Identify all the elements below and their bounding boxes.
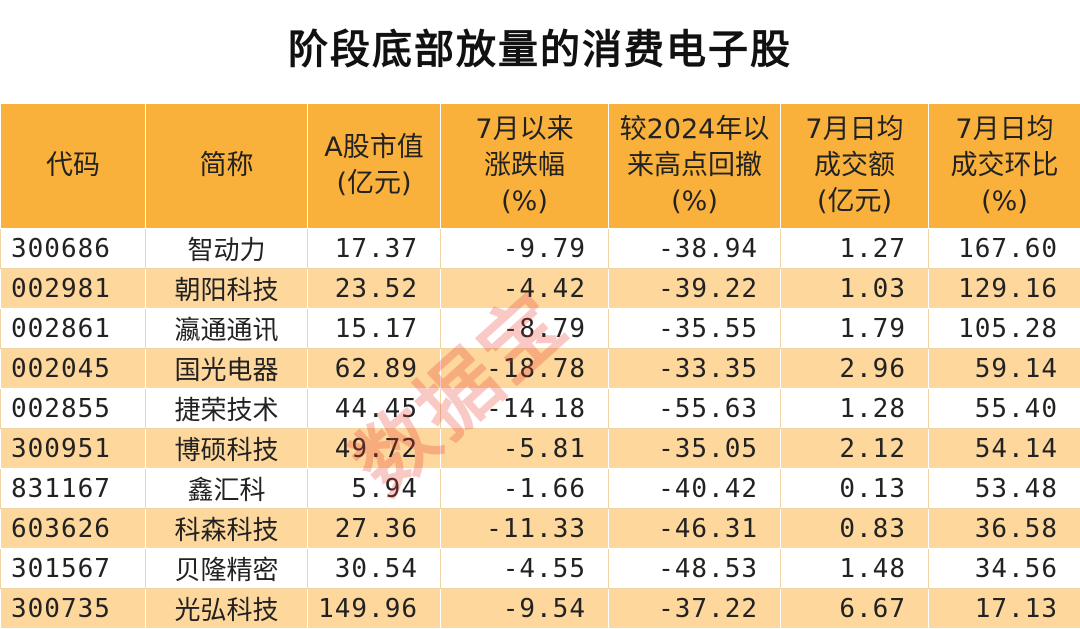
table-cell: 62.89	[308, 349, 441, 389]
table-cell: 科森科技	[146, 509, 308, 549]
table-cell: -11.33	[441, 509, 609, 549]
table-cell: -9.79	[441, 229, 609, 269]
table-cell: -39.22	[609, 269, 781, 309]
table-cell: 002045	[1, 349, 146, 389]
table-cell: 智动力	[146, 229, 308, 269]
table-cell: 瀛通通讯	[146, 309, 308, 349]
table-cell: -48.53	[609, 549, 781, 589]
table-cell: 831167	[1, 469, 146, 509]
table-cell: -35.05	[609, 429, 781, 469]
table-cell: 27.36	[308, 509, 441, 549]
column-header: 7月日均 成交环比 (%)	[929, 104, 1080, 229]
table-cell: 0.13	[781, 469, 929, 509]
table-cell: -37.22	[609, 589, 781, 629]
table-cell: 1.79	[781, 309, 929, 349]
column-header: 7月以来 涨跌幅 (%)	[441, 104, 609, 229]
table-cell: 301567	[1, 549, 146, 589]
table-cell: 36.58	[929, 509, 1080, 549]
table-cell: 149.96	[308, 589, 441, 629]
column-header: 较2024年以 来高点回撤 (%)	[609, 104, 781, 229]
table-cell: 1.48	[781, 549, 929, 589]
table-cell: -46.31	[609, 509, 781, 549]
table-cell: 002855	[1, 389, 146, 429]
table-cell: 1.27	[781, 229, 929, 269]
table-cell: 光弘科技	[146, 589, 308, 629]
table-cell: 167.60	[929, 229, 1080, 269]
table-cell: 贝隆精密	[146, 549, 308, 589]
column-header: A股市值 (亿元)	[308, 104, 441, 229]
table-cell: 002861	[1, 309, 146, 349]
table-cell: 23.52	[308, 269, 441, 309]
table-cell: 30.54	[308, 549, 441, 589]
title: 阶段底部放量的消费电子股	[0, 0, 1080, 103]
table-cell: 朝阳科技	[146, 269, 308, 309]
table-cell: -33.35	[609, 349, 781, 389]
table-cell: 300735	[1, 589, 146, 629]
table-cell: 博硕科技	[146, 429, 308, 469]
table-cell: 鑫汇科	[146, 469, 308, 509]
table-cell: -1.66	[441, 469, 609, 509]
table-cell: 129.16	[929, 269, 1080, 309]
column-header: 7月日均 成交额 (亿元)	[781, 104, 929, 229]
table-cell: 002981	[1, 269, 146, 309]
table-cell: 49.72	[308, 429, 441, 469]
column-header: 简称	[146, 104, 308, 229]
table-cell: 5.94	[308, 469, 441, 509]
table-cell: 15.17	[308, 309, 441, 349]
table-cell: -14.18	[441, 389, 609, 429]
table-cell: 捷荣技术	[146, 389, 308, 429]
table-cell: 34.56	[929, 549, 1080, 589]
table-cell: -55.63	[609, 389, 781, 429]
table-cell: 44.45	[308, 389, 441, 429]
table-cell: 105.28	[929, 309, 1080, 349]
table-cell: 2.96	[781, 349, 929, 389]
table-cell: 53.48	[929, 469, 1080, 509]
table-cell: 17.37	[308, 229, 441, 269]
table-cell: 0.83	[781, 509, 929, 549]
table-cell: 54.14	[929, 429, 1080, 469]
table-cell: -40.42	[609, 469, 781, 509]
table-cell: 6.67	[781, 589, 929, 629]
table-cell: 300686	[1, 229, 146, 269]
table-cell: 603626	[1, 509, 146, 549]
table-cell: -4.55	[441, 549, 609, 589]
table-cell: 55.40	[929, 389, 1080, 429]
table-cell: -38.94	[609, 229, 781, 269]
table-cell: 1.03	[781, 269, 929, 309]
table-cell: -5.81	[441, 429, 609, 469]
table-cell: 国光电器	[146, 349, 308, 389]
table-cell: 1.28	[781, 389, 929, 429]
table-cell: -35.55	[609, 309, 781, 349]
table-cell: -9.54	[441, 589, 609, 629]
table-cell: -8.79	[441, 309, 609, 349]
column-header: 代码	[1, 104, 146, 229]
table-cell: 59.14	[929, 349, 1080, 389]
table-cell: -18.78	[441, 349, 609, 389]
table-cell: 2.12	[781, 429, 929, 469]
table-cell: 300951	[1, 429, 146, 469]
table-cell: -4.42	[441, 269, 609, 309]
table-cell: 17.13	[929, 589, 1080, 629]
